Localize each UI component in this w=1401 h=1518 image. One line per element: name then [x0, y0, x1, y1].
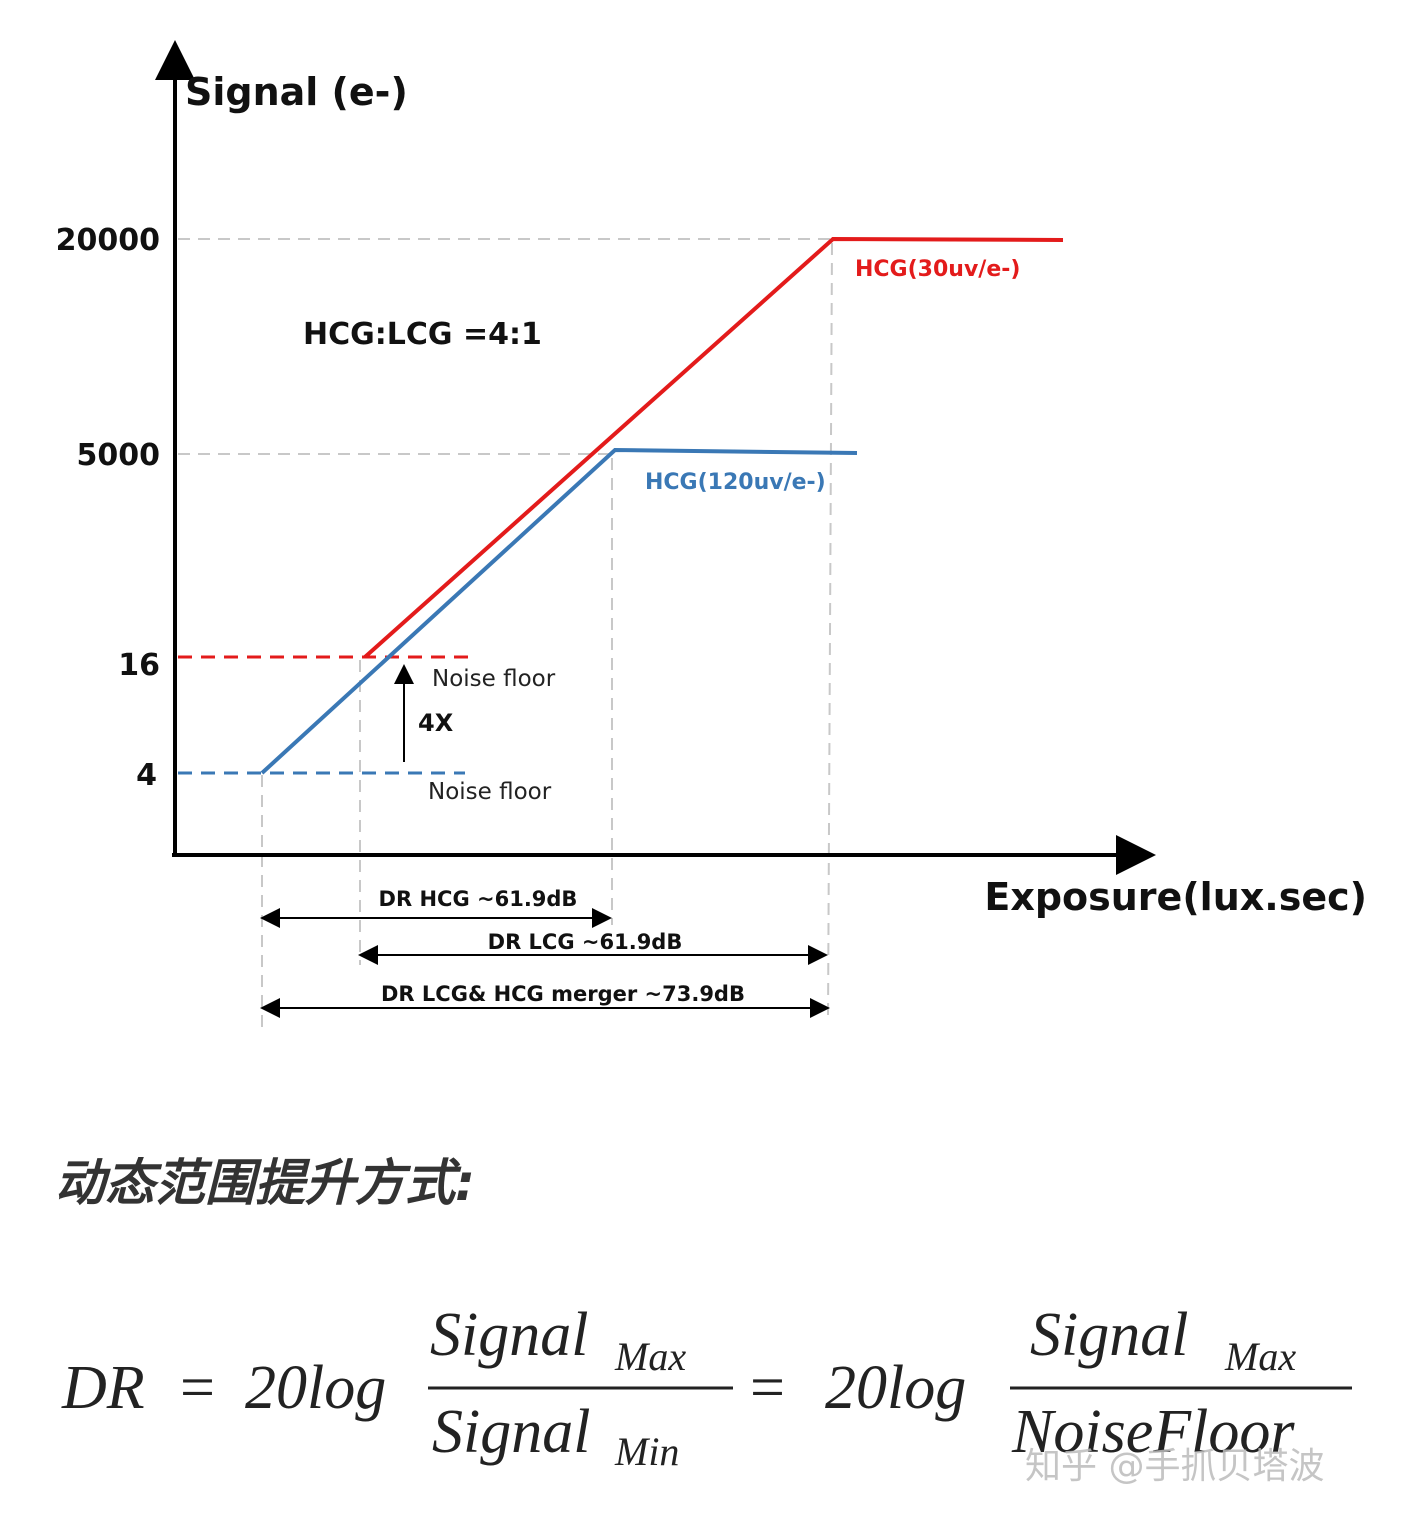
- range-label: DR LCG ~61.9dB: [488, 930, 683, 954]
- curve-lcg: HCG(120uv/e-): [178, 447, 858, 775]
- guide-line: [827, 242, 833, 1021]
- denominator-sub: Min: [614, 1429, 679, 1474]
- response-line: [363, 236, 1064, 659]
- response-line: [260, 447, 858, 775]
- guides: [178, 238, 835, 1030]
- curve-label: HCG(30uv/e-): [855, 257, 1020, 282]
- curve-label: HCG(120uv/e-): [645, 470, 826, 495]
- numerator-sub: Max: [614, 1334, 686, 1379]
- level-label: 4: [136, 758, 157, 793]
- numerator: Signal: [1030, 1301, 1188, 1369]
- watermark: 知乎 @手抓贝塔波: [1025, 1446, 1324, 1487]
- level-label: 16: [118, 648, 160, 683]
- range-label: DR LCG& HCG merger ~73.9dB: [381, 982, 745, 1006]
- x-axis-label: Exposure(lux.sec): [984, 875, 1367, 919]
- formula-lhs: DR: [61, 1354, 145, 1422]
- formula-coefficient: 20log: [825, 1354, 966, 1422]
- gain-label: 4X: [418, 709, 454, 737]
- denominator: NoiseFloor: [1011, 1398, 1295, 1466]
- range-label: DR HCG ~61.9dB: [379, 887, 578, 911]
- level-label: 20000: [56, 223, 160, 258]
- formula: DR = 20log Signal Max Signal Min = 20log…: [61, 1301, 1352, 1474]
- numerator-sub: Max: [1224, 1334, 1296, 1379]
- noise-floor-label: Noise floor: [432, 666, 556, 692]
- curve-hcg: HCG(30uv/e-): [178, 236, 1064, 659]
- denominator: Signal: [432, 1398, 590, 1466]
- noise-floor-label: Noise floor: [428, 779, 552, 805]
- formula-operator: =: [750, 1354, 785, 1422]
- formula-coefficient: 20log: [245, 1354, 386, 1422]
- level-label: 5000: [77, 438, 161, 473]
- heading: 动态范围提升方式:: [55, 1154, 475, 1212]
- ratio-note: HCG:LCG =4:1: [303, 317, 542, 352]
- y-axis-label: Signal (e-): [185, 70, 408, 114]
- formula-operator: =: [180, 1354, 215, 1422]
- numerator: Signal: [430, 1301, 588, 1369]
